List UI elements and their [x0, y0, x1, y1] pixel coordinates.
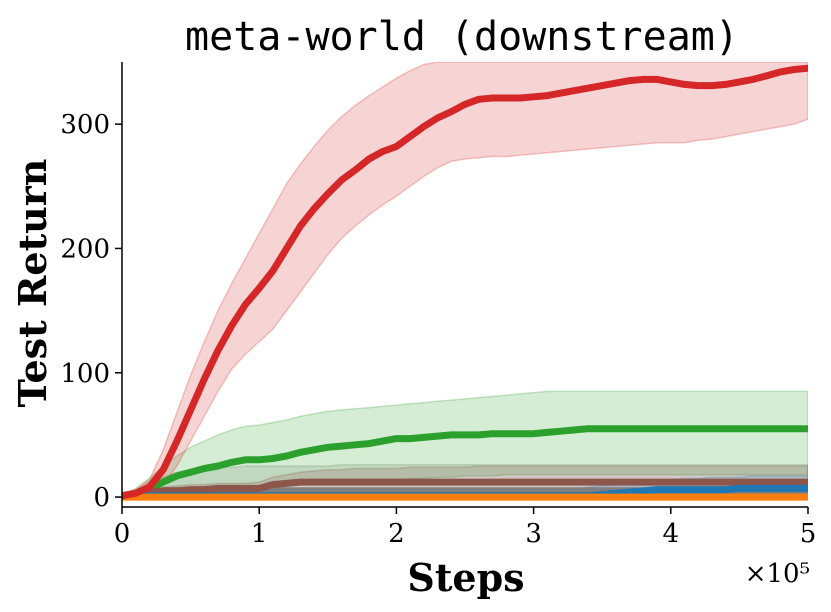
- x-tick-label: 3: [525, 519, 542, 549]
- axes: [121, 62, 808, 508]
- x-tick-label: 5: [800, 519, 817, 549]
- x-tick-label: 4: [663, 519, 680, 549]
- series-lines: [122, 64, 808, 501]
- y-tick-label: 0: [93, 483, 110, 513]
- series-line-5: [122, 64, 808, 500]
- x-tick-label: 2: [388, 519, 405, 549]
- series-band-5: [122, 62, 808, 498]
- x-axis-label: Steps: [407, 555, 524, 600]
- ticks: 0 1 2 3 4 5 0 100 200 300: [60, 110, 816, 549]
- x-scale-multiplier: ×10⁵: [745, 559, 810, 589]
- y-tick-label: 200: [60, 234, 110, 264]
- y-tick-label: 300: [60, 110, 110, 140]
- y-tick-label: 100: [60, 359, 110, 389]
- series-line-1: [122, 425, 808, 500]
- y-axis-label: Test Return: [10, 159, 55, 408]
- x-tick-label: 0: [114, 519, 131, 549]
- series-line-2: [122, 478, 808, 500]
- chart-title: meta-world (downstream): [185, 14, 739, 60]
- x-tick-label: 1: [251, 519, 268, 549]
